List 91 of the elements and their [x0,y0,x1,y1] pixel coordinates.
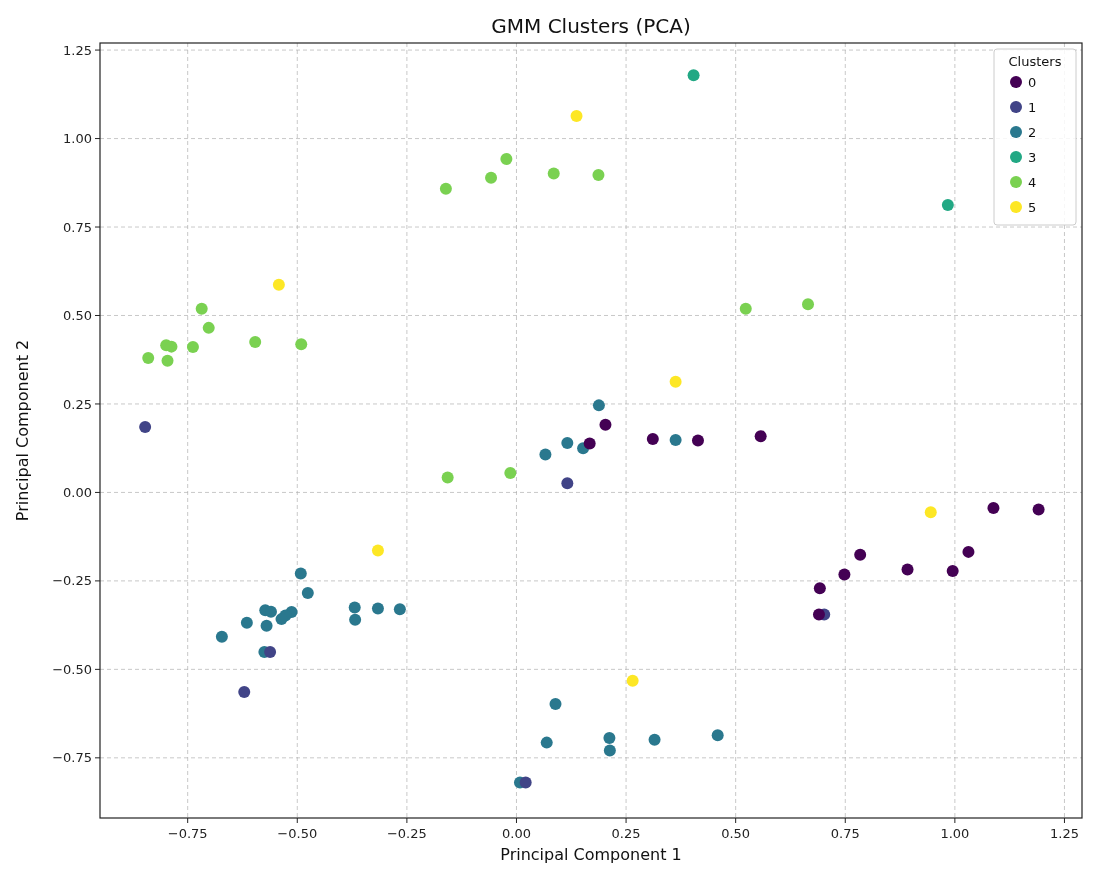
y-tick-label: −0.50 [52,661,92,677]
x-tick-label: 0.00 [502,826,531,841]
point [687,69,700,82]
point [561,436,574,449]
point [301,586,314,599]
point [561,477,574,490]
point [924,506,937,519]
legend-label: 3 [1028,149,1037,165]
point [349,613,362,626]
point [838,568,851,581]
point [139,420,152,433]
legend-label: 5 [1028,199,1037,215]
point [1032,503,1045,516]
point [275,613,288,626]
point [264,646,277,659]
x-tick-label: 1.00 [940,826,970,841]
legend-label: 2 [1028,124,1037,140]
point [186,340,199,353]
point [161,354,174,367]
point [549,698,562,711]
point [592,169,605,181]
y-tick-label: 0.75 [63,219,92,235]
y-tick-label: 1.25 [63,42,92,58]
y-tick-label: 0.25 [63,396,92,412]
point [371,544,384,557]
x-tick-label: −0.75 [167,826,208,841]
point [987,502,1000,514]
point [603,744,616,757]
y-tick-label: −0.25 [52,573,92,589]
point [711,729,724,742]
point [195,302,208,315]
point [540,736,553,749]
point [669,375,682,388]
point [583,437,596,450]
point [371,602,384,615]
chart-title: GMM Clusters (PCA) [491,14,691,38]
point [539,448,552,461]
legend-label: 4 [1028,174,1037,190]
point [626,674,639,687]
point [272,278,285,291]
point [802,298,814,311]
point [294,567,307,580]
x-tick-label: −0.25 [386,826,427,841]
point [646,432,659,445]
x-tick-label: 1.25 [1049,826,1079,841]
legend-title: Clusters [1008,54,1062,69]
point [215,630,228,643]
point [603,732,616,745]
point [813,582,826,595]
x-tick-label: 0.50 [721,826,751,841]
x-tick-label: −0.50 [277,826,318,841]
point [348,601,361,614]
legend-label: 1 [1028,99,1037,115]
point [504,466,517,479]
point [962,545,975,558]
point [439,182,452,195]
point [854,548,867,561]
point [901,563,914,576]
y-tick-label: −0.75 [52,750,92,766]
point [941,199,954,212]
point [739,302,752,315]
point [669,434,682,447]
point [500,153,513,166]
x-tick-label: 0.25 [611,826,641,841]
point [202,321,215,334]
y-tick-label: 1.00 [63,131,92,147]
point [260,619,273,632]
point [754,430,767,443]
y-tick-label: 0.50 [63,308,92,324]
point [570,109,583,122]
point [547,167,560,180]
x-tick-label: 0.75 [830,826,860,841]
point [249,336,262,349]
point [946,564,959,577]
point [142,351,155,364]
y-axis-title: Principal Component 2 [13,339,32,522]
point [238,686,251,699]
point [485,171,498,184]
point [812,608,825,621]
y-tick-label: 0.00 [63,484,92,500]
point [240,616,253,629]
point [599,418,612,431]
point [393,603,406,616]
point [295,338,308,351]
point [519,776,532,789]
point [691,434,704,447]
point [441,471,454,484]
legend-label: 0 [1028,74,1037,90]
x-axis-title: Principal Component 1 [500,845,682,864]
point [648,733,661,746]
point [592,399,605,412]
